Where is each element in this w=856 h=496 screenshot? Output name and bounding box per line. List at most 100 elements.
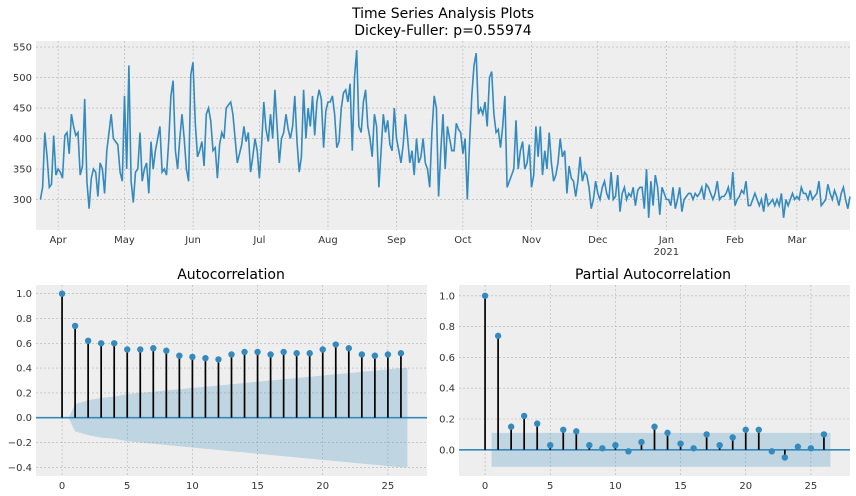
stem-marker (625, 448, 632, 455)
x-tick-label: Apr (49, 235, 67, 246)
y-tick-label: 500 (13, 73, 32, 84)
x-tick-label: Sep (387, 235, 406, 246)
pacf-title: Partial Autocorrelation (575, 267, 731, 283)
y-tick-label: 450 (13, 104, 32, 115)
stem-marker (306, 350, 313, 357)
y-tick-label: 0.0 (439, 445, 455, 456)
stem-marker (664, 429, 671, 437)
y-tick-label: 350 (13, 165, 32, 176)
stem-marker (494, 332, 502, 340)
stem-marker (137, 346, 144, 353)
x-tick-sublabel: 2021 (654, 247, 679, 258)
stem-marker (742, 426, 749, 433)
pacf-plot: Partial Autocorrelation 0.0 0.2 0.4 0.6 0.8 1… (439, 267, 850, 492)
stem-marker (820, 431, 828, 438)
x-tick-label: Mar (787, 235, 807, 246)
x-tick-label: 20 (739, 481, 752, 492)
stem-marker (755, 426, 762, 433)
stem-marker (520, 412, 528, 420)
stem-marker (371, 352, 379, 359)
stem-marker (560, 426, 567, 433)
x-tick-label: 25 (805, 481, 818, 492)
x-tick-label: Jan (658, 235, 674, 246)
stem-marker (111, 340, 118, 347)
x-tick-label: Nov (522, 235, 542, 246)
y-tick-label: 400 (13, 134, 32, 145)
stem-marker (254, 348, 261, 356)
x-tick-label: Aug (318, 235, 338, 246)
stem-marker (384, 351, 392, 358)
pacf-y-axis: 0.0 0.2 0.4 0.6 0.8 1.0 (439, 291, 455, 456)
stem-marker (573, 428, 580, 435)
x-tick-label: 15 (674, 481, 687, 492)
x-tick-label: 25 (382, 481, 395, 492)
y-tick-label: 0.4 (16, 364, 32, 375)
stem-marker (703, 431, 710, 438)
stem-marker (507, 423, 515, 430)
acf-x-axis: 0 5 10 15 20 25 (59, 481, 394, 492)
plot-area (36, 41, 850, 230)
stem-marker (202, 354, 209, 362)
stem-marker (319, 346, 326, 353)
y-tick-label: 0.6 (16, 339, 32, 350)
pacf-stems (459, 292, 850, 461)
stem-marker (794, 443, 802, 450)
x-tick-label: 0 (482, 481, 488, 492)
stem-marker (293, 350, 300, 357)
stem-marker (690, 445, 697, 452)
stem-marker (768, 448, 775, 455)
pacf-x-axis: 0 5 10 15 20 25 (482, 481, 817, 492)
stem-marker (97, 340, 105, 347)
stem-marker (332, 341, 339, 348)
stem-marker (228, 351, 235, 358)
x-tick-label: 5 (547, 481, 553, 492)
acf-stems (36, 290, 427, 419)
y-tick-label: 300 (13, 195, 32, 206)
y-tick-label: 1.0 (439, 291, 455, 302)
stem-marker (781, 454, 789, 461)
acf-title: Autocorrelation (177, 267, 285, 283)
x-tick-label: Oct (454, 235, 471, 246)
x-tick-label: Jun (184, 235, 201, 246)
stem-marker (638, 438, 645, 446)
stem-marker (547, 441, 554, 449)
y-tick-label: 0.4 (439, 384, 455, 395)
x-tick-label: 10 (609, 481, 622, 492)
y-tick-label: −0.2 (8, 438, 32, 449)
time-series-plot: Time Series Analysis Plots Dickey-Fuller… (13, 6, 851, 258)
chart-title: Time Series Analysis Plots (351, 6, 534, 22)
stem-marker (215, 356, 222, 363)
y-tick-label: 1.0 (16, 289, 32, 300)
x-tick-label: 20 (316, 481, 329, 492)
stem-marker (280, 348, 287, 356)
stem-marker (124, 346, 131, 353)
stem-marker (345, 345, 352, 352)
y-tick-label: 0.0 (16, 413, 32, 424)
stem-marker (729, 434, 736, 441)
x-tick-label: Dec (588, 235, 607, 246)
x-tick-label: 5 (124, 481, 130, 492)
stem-marker (807, 445, 815, 452)
stem-marker (241, 348, 248, 356)
y-tick-label: 0.8 (16, 314, 32, 325)
x-tick-label: Jul (252, 235, 265, 246)
stem-marker (267, 351, 274, 358)
chart-subtitle: Dickey-Fuller: p=0.55974 (354, 23, 532, 39)
stem-marker (534, 420, 541, 427)
series-line (39, 50, 851, 218)
stem-marker (176, 352, 183, 359)
stem-marker (71, 322, 79, 330)
stem-marker (58, 290, 66, 297)
stem-marker (84, 337, 92, 345)
acf-y-axis: −0.4 −0.2 0.0 0.2 0.4 0.6 0.8 1.0 (8, 289, 32, 474)
y-tick-label: 550 (13, 43, 32, 54)
stem-marker (586, 441, 593, 449)
y-tick-label: 0.6 (439, 353, 455, 364)
x-tick-label: 15 (251, 481, 264, 492)
x-tick-label: 10 (186, 481, 199, 492)
y-tick-label: 0.8 (439, 322, 455, 333)
stem-marker (599, 445, 606, 452)
y-axis: 300 350 400 450 500 550 (13, 43, 32, 206)
stem-marker (481, 292, 489, 299)
